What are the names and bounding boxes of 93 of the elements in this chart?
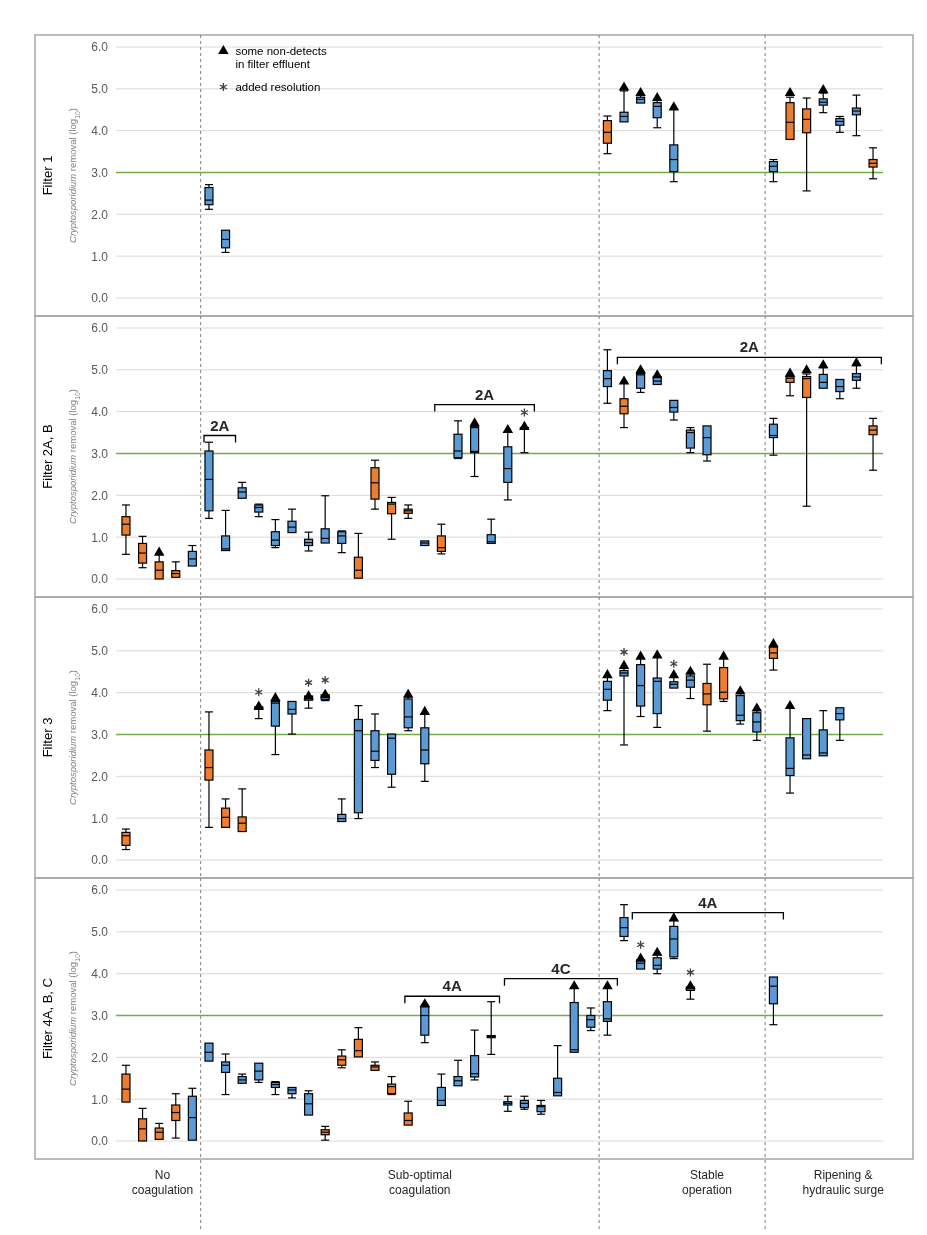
point xyxy=(618,659,630,669)
y-tick-label: 4.0 xyxy=(91,405,109,420)
y-tick-label: 3.0 xyxy=(91,446,109,461)
legend-label: added resolution xyxy=(235,81,321,94)
point xyxy=(519,420,530,430)
text: Stable operation xyxy=(682,1168,733,1197)
point xyxy=(651,91,663,102)
y-tick-label: 0.0 xyxy=(91,291,109,306)
point xyxy=(254,687,263,697)
point xyxy=(734,685,746,695)
y-tick-label: 6.0 xyxy=(91,321,109,336)
point xyxy=(304,677,313,688)
point xyxy=(651,649,663,659)
y-tick-label: 6.0 xyxy=(91,883,109,898)
point xyxy=(751,702,763,712)
y-tick-label: 3.0 xyxy=(91,165,109,180)
point xyxy=(303,690,314,700)
point xyxy=(668,912,680,922)
point xyxy=(619,647,629,657)
legend-label: some non-detects in filter effluent xyxy=(235,45,328,71)
y-tick-label: 1.0 xyxy=(91,1092,109,1107)
point xyxy=(686,967,695,978)
text: Filter 2A, B xyxy=(40,424,55,489)
point xyxy=(253,700,265,710)
point xyxy=(469,417,480,427)
point xyxy=(419,705,431,715)
point xyxy=(668,101,680,111)
y-tick-label: 2.0 xyxy=(91,207,109,222)
y-tick-label: 1.0 xyxy=(91,811,109,826)
y-tick-label: 2.0 xyxy=(91,1050,109,1065)
point xyxy=(635,952,646,962)
y-tick-label: 3.0 xyxy=(91,1008,109,1023)
point xyxy=(520,407,529,418)
point xyxy=(636,940,645,950)
text: Sub-optimal coagulation xyxy=(387,1168,452,1197)
point xyxy=(602,669,613,679)
y-tick-label: 1.0 xyxy=(91,249,109,264)
point xyxy=(668,669,680,679)
annotation: 4A xyxy=(698,893,718,911)
annotation: 2A xyxy=(739,338,760,356)
text: Ripening & hydraulic surge xyxy=(802,1168,885,1197)
point xyxy=(402,688,414,698)
point xyxy=(602,980,613,990)
y-tick-label: 2.0 xyxy=(91,488,109,503)
y-tick-label: 3.0 xyxy=(91,727,109,742)
annotation: 4C xyxy=(551,959,571,977)
y-tick-label: 4.0 xyxy=(91,967,109,982)
y-tick-label: 2.0 xyxy=(91,769,109,784)
y-tick-label: 5.0 xyxy=(91,644,109,659)
point xyxy=(817,84,829,94)
point xyxy=(321,675,330,685)
text: Filter 4A, B, C xyxy=(40,978,55,1059)
point xyxy=(568,980,580,990)
text: No coagulation xyxy=(131,1168,194,1197)
point xyxy=(784,367,796,377)
point xyxy=(817,359,829,369)
y-tick-label: 0.0 xyxy=(91,853,109,868)
point xyxy=(618,375,630,385)
point xyxy=(270,692,281,702)
point xyxy=(618,81,630,91)
y-tick-label: 6.0 xyxy=(91,40,109,55)
annotation: 2A xyxy=(210,416,230,434)
annotation: 4A xyxy=(442,977,462,995)
point xyxy=(635,86,646,97)
point xyxy=(685,980,696,990)
point xyxy=(718,650,729,660)
text: Filter 1 xyxy=(40,155,55,196)
y-tick-label: 4.0 xyxy=(91,124,109,139)
point xyxy=(801,364,812,374)
point xyxy=(685,665,696,675)
point xyxy=(651,946,663,956)
point xyxy=(784,699,796,710)
point xyxy=(768,638,779,648)
point xyxy=(153,546,165,556)
point xyxy=(419,998,431,1008)
point xyxy=(635,650,646,660)
y-tick-label: 5.0 xyxy=(91,363,109,378)
point xyxy=(851,357,862,367)
point xyxy=(635,364,646,374)
annotation: 2A xyxy=(474,385,495,403)
point xyxy=(319,688,331,698)
point xyxy=(669,659,678,669)
y-tick-label: 4.0 xyxy=(91,686,109,701)
y-tick-label: 0.0 xyxy=(91,1134,109,1149)
point xyxy=(502,423,514,434)
y-tick-label: 1.0 xyxy=(91,530,109,545)
text: Filter 3 xyxy=(40,717,55,758)
y-tick-label: 5.0 xyxy=(91,82,109,97)
y-tick-label: 0.0 xyxy=(91,572,109,587)
y-tick-label: 5.0 xyxy=(91,925,109,940)
point xyxy=(784,86,796,97)
y-tick-label: 6.0 xyxy=(91,602,109,617)
point xyxy=(651,369,663,379)
